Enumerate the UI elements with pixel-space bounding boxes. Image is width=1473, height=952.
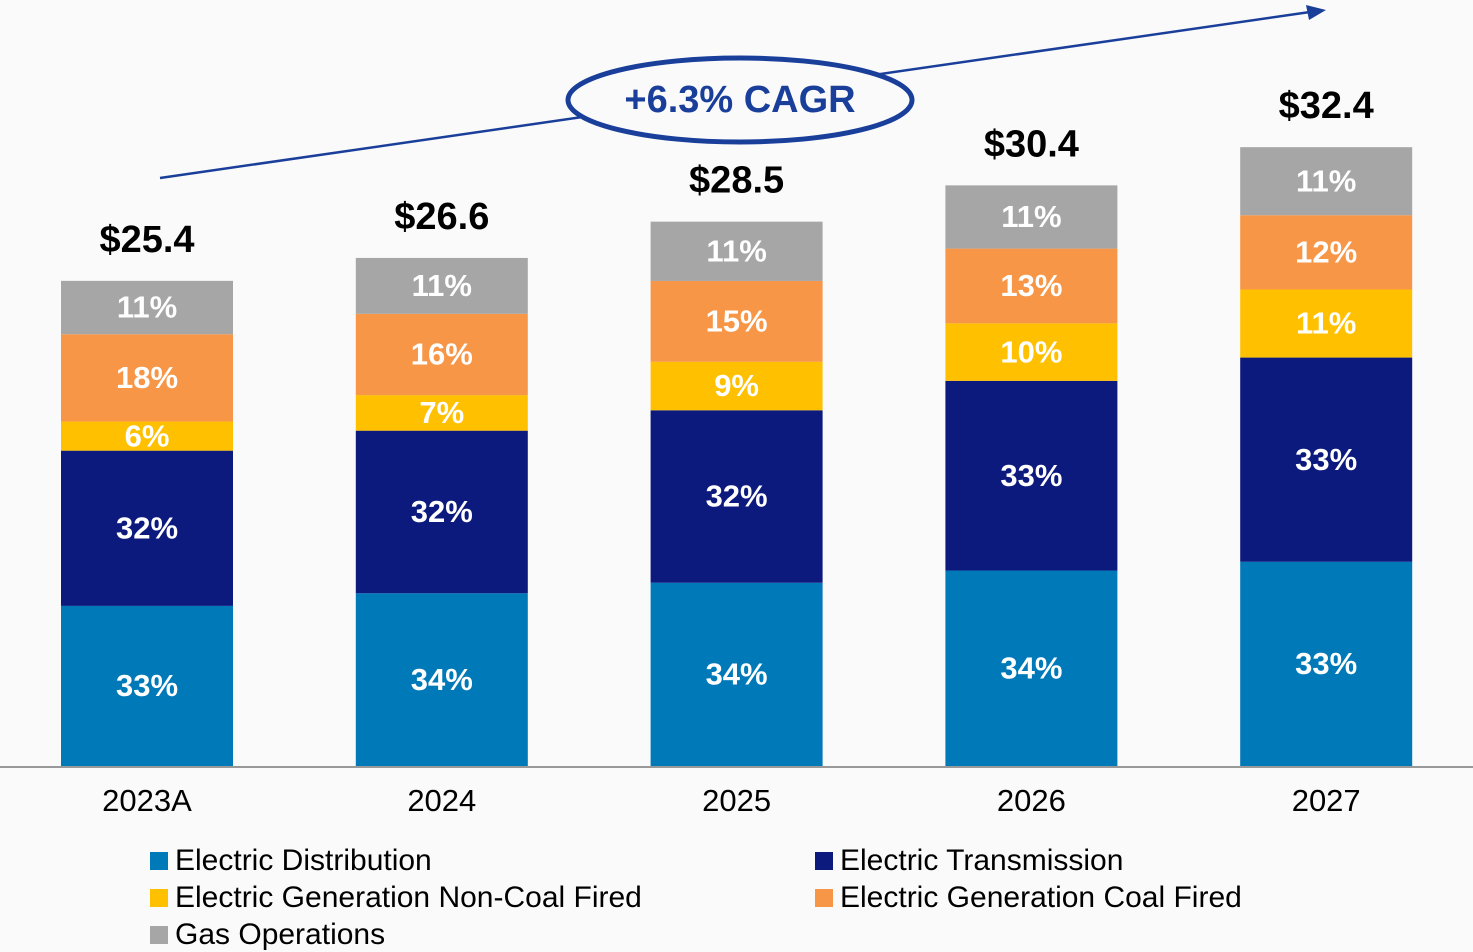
legend-swatch: [150, 889, 168, 907]
legend-label: Electric Distribution: [175, 844, 432, 877]
arrow-head: [1306, 5, 1326, 20]
bar-segment: [650, 221, 823, 281]
segment-label: 7%: [419, 395, 464, 430]
segment-label: 12%: [1295, 235, 1357, 270]
segment-label: 33%: [1295, 442, 1357, 477]
segment-label: 6%: [125, 418, 170, 453]
bar-segment: [61, 450, 233, 606]
total-label: $28.5: [689, 160, 784, 202]
legend-label: Electric Generation Non-Coal Fired: [175, 881, 642, 914]
bar-segment: [61, 421, 233, 451]
segment-label: 34%: [706, 657, 768, 692]
segment-label: 33%: [116, 668, 178, 703]
bar-segment: [1240, 215, 1413, 290]
x-tick-label: 2026: [997, 783, 1066, 818]
bar-segment: [650, 410, 823, 583]
bar-segment: [945, 380, 1118, 571]
x-tick-label: 2027: [1292, 783, 1361, 818]
legend-label: Electric Generation Coal Fired: [840, 881, 1242, 914]
bar-segment: [1240, 561, 1413, 766]
bar-segment: [650, 280, 823, 362]
segment-label: 11%: [412, 268, 472, 303]
segment-label: 15%: [706, 304, 768, 339]
bar-segment: [355, 313, 528, 396]
bar-segment: [945, 248, 1118, 324]
bar-segment: [355, 430, 528, 594]
annotation: +6.3% CAGR: [624, 79, 855, 121]
bar-segment: [355, 395, 528, 431]
segment-label: 32%: [116, 510, 178, 545]
bar-segment: [650, 582, 823, 766]
bar-segment: [945, 185, 1118, 249]
bar-segment: [355, 257, 528, 314]
bar-segment: [1240, 289, 1413, 358]
x-tick-label: 2024: [407, 783, 476, 818]
total-label: $30.4: [984, 123, 1079, 165]
segment-label: 11%: [1001, 199, 1061, 234]
legend-label: Gas Operations: [175, 918, 385, 951]
segment-label: 33%: [1295, 646, 1357, 681]
segment-label: 11%: [1296, 163, 1356, 198]
bar-segment: [1240, 147, 1413, 216]
segment-label: 18%: [116, 360, 178, 395]
total-label: $26.6: [394, 196, 489, 238]
x-tick-label: 2025: [702, 783, 771, 818]
bar-segment: [1240, 357, 1413, 562]
segment-label: 33%: [1000, 458, 1062, 493]
total-label: $25.4: [99, 219, 194, 261]
legend-label: Electric Transmission: [840, 844, 1123, 877]
segment-label: 11%: [1296, 306, 1356, 341]
bar-segment: [945, 570, 1118, 766]
segment-label: 16%: [411, 337, 473, 372]
total-label: $32.4: [1279, 85, 1374, 127]
segment-label: 13%: [1000, 268, 1062, 303]
bar-segment: [61, 605, 233, 766]
segment-label: 34%: [1000, 650, 1062, 685]
bar-segment: [945, 323, 1118, 381]
bar-segment: [61, 280, 233, 335]
cagr-ellipse: [565, 55, 915, 145]
legend-swatch: [815, 852, 833, 870]
segment-label: 32%: [706, 479, 768, 514]
segment-label: 11%: [117, 290, 177, 325]
bar-segment: [355, 593, 528, 766]
bar-segment: [650, 361, 823, 411]
legend-swatch: [815, 889, 833, 907]
segment-label: 32%: [411, 494, 473, 529]
x-tick-label: 2023A: [102, 783, 192, 818]
bar-segment: [61, 334, 233, 422]
segment-label: 9%: [714, 368, 759, 403]
segment-label: 10%: [1000, 334, 1062, 369]
segment-label: 34%: [411, 662, 473, 697]
legend-swatch: [150, 926, 168, 944]
legend-swatch: [150, 852, 168, 870]
segment-label: 11%: [706, 233, 766, 268]
